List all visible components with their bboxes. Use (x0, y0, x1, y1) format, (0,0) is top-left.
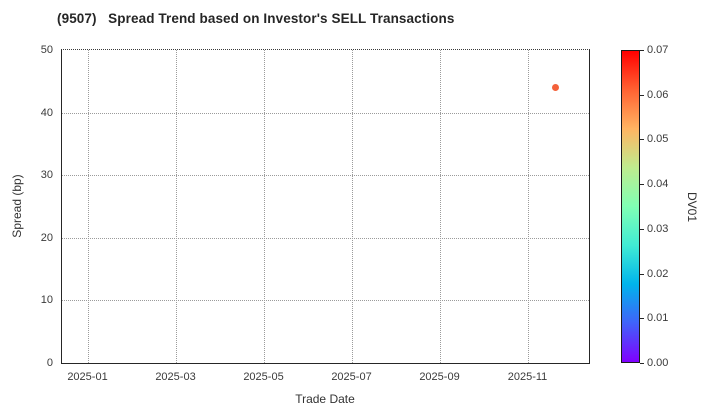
v-gridline (175, 50, 177, 363)
chart-title: (9507) Spread Trend based on Investor's … (57, 11, 455, 26)
h-gridline (62, 175, 589, 177)
data-point (551, 84, 559, 92)
h-gridline (62, 112, 589, 114)
y-axis-label: Spread (bp) (10, 174, 24, 238)
y-tick-label: 20 (40, 231, 53, 244)
v-gridline (439, 50, 441, 363)
y-tick-label: 40 (40, 106, 53, 119)
y-tick-label: 30 (40, 169, 53, 182)
colorbar-tick (640, 139, 644, 141)
v-gridline (87, 50, 89, 363)
colorbar-tick-label: 0.01 (647, 312, 669, 325)
colorbar-tick (640, 50, 644, 51)
colorbar-label: DV01 (685, 191, 699, 223)
colorbar-tick (640, 318, 644, 320)
h-gridline (62, 300, 589, 302)
x-tick-label: 2025-07 (331, 371, 372, 383)
colorbar-tick (640, 228, 644, 230)
x-tick-label: 2025-11 (507, 371, 548, 383)
v-gridline (527, 50, 529, 363)
colorbar-tick (640, 363, 644, 364)
v-gridline (351, 50, 353, 363)
y-tick-label: 10 (40, 294, 53, 307)
h-gridline (62, 237, 589, 239)
colorbar-tick (640, 184, 644, 186)
colorbar-tick-label: 0.04 (647, 178, 669, 191)
x-tick-label: 2025-03 (155, 371, 196, 383)
colorbar-tick-label: 0.06 (647, 88, 669, 101)
colorbar-tick-label: 0.00 (647, 357, 669, 369)
x-tick-label: 2025-05 (243, 371, 284, 383)
colorbar-tick-label: 0.03 (647, 222, 669, 235)
x-tick-label: 2025-09 (419, 371, 460, 383)
colorbar-tick-label: 0.07 (647, 44, 669, 56)
x-tick-label: 2025-01 (67, 371, 108, 383)
plot-area (61, 49, 590, 364)
y-tick-label: 0 (46, 357, 53, 369)
colorbar-tick (640, 94, 644, 96)
colorbar (621, 50, 640, 363)
x-axis-label: Trade Date (295, 392, 355, 406)
y-tick-label: 50 (40, 44, 53, 56)
colorbar-tick-label: 0.05 (647, 133, 669, 146)
colorbar-tick (640, 273, 644, 275)
v-gridline (263, 50, 265, 363)
colorbar-tick-label: 0.02 (647, 267, 669, 280)
